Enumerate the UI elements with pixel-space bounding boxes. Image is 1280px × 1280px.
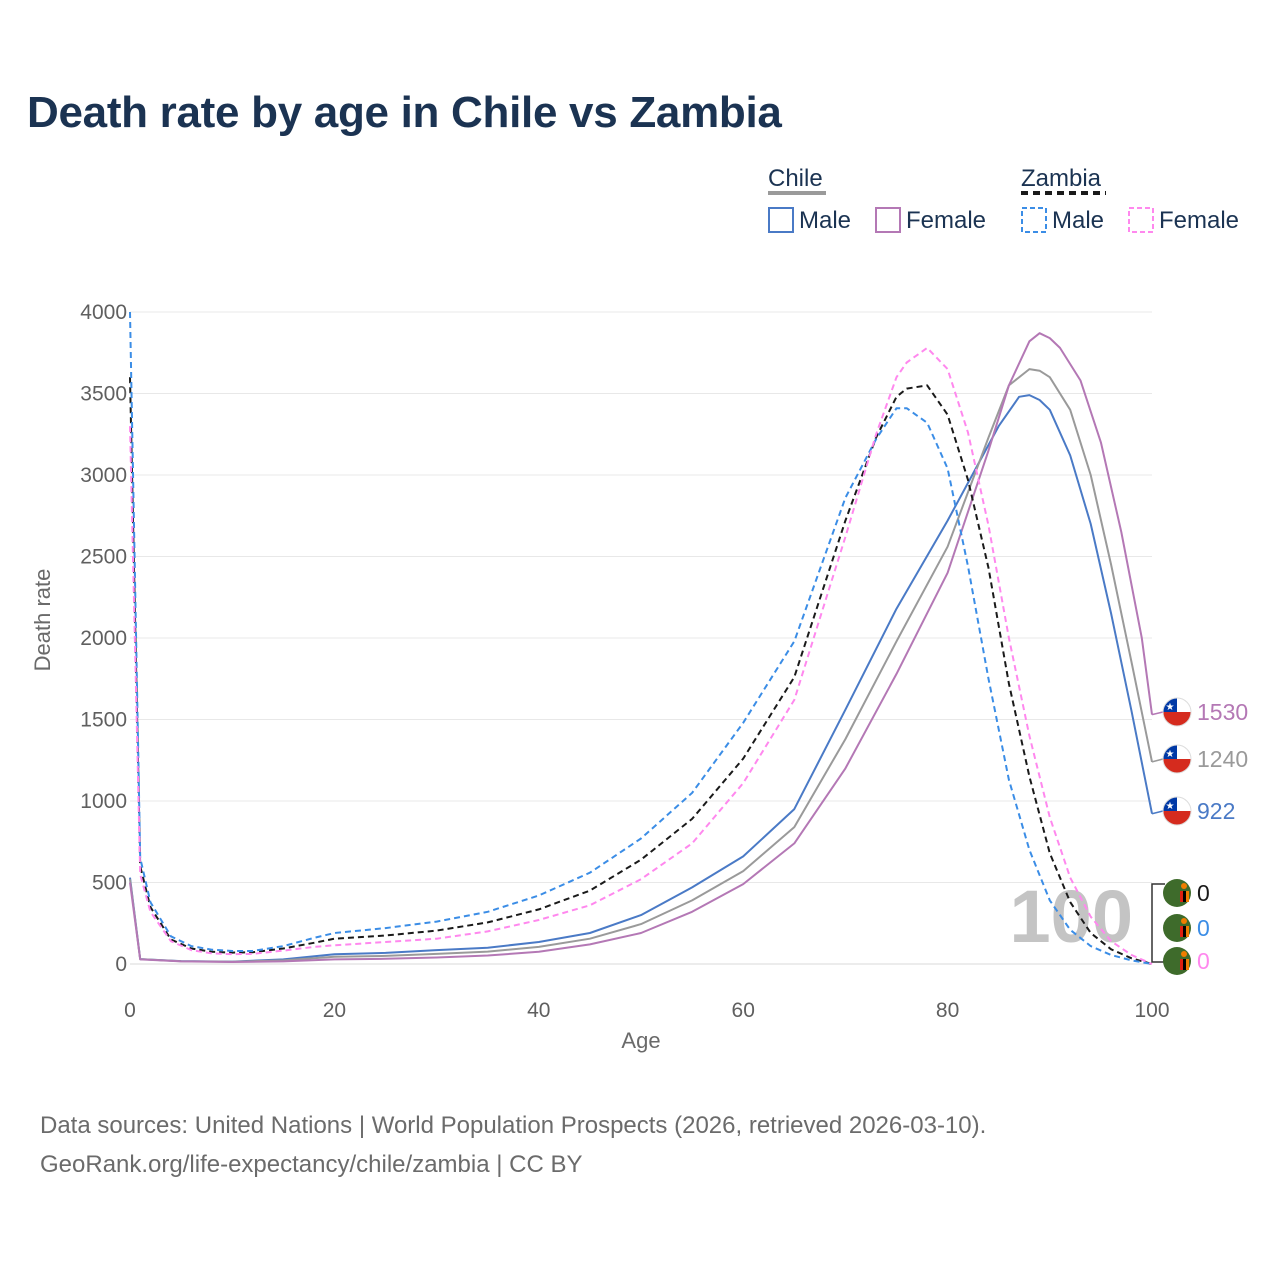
y-axis-ticks: 0 500 1000 1500 2000 2500 3000 3500 4000 bbox=[80, 301, 127, 976]
chile-flag-icon: ★ bbox=[1162, 744, 1192, 774]
end-label-value: 0 bbox=[1197, 948, 1210, 974]
age-indicator: 100 bbox=[1010, 875, 1133, 958]
chart-title: Death rate by age in Chile vs Zambia bbox=[27, 88, 782, 137]
y-tick-label: 2500 bbox=[80, 546, 127, 569]
chile-flag-icon: ★ bbox=[1162, 697, 1192, 727]
end-label-value: 1530 bbox=[1197, 699, 1248, 725]
y-tick-label: 3000 bbox=[80, 464, 127, 487]
x-tick-label: 0 bbox=[124, 999, 136, 1022]
x-axis-ticks: 0 20 40 60 80 100 bbox=[124, 999, 1169, 1022]
legend-swatch-zambia-male[interactable] bbox=[1021, 207, 1047, 233]
y-tick-label: 3500 bbox=[80, 383, 127, 406]
end-label-value: 922 bbox=[1197, 798, 1235, 824]
zambia-flag-icon bbox=[1163, 879, 1191, 907]
legend-group-zambia-title: Zambia bbox=[1021, 165, 1102, 192]
x-tick-label: 80 bbox=[936, 999, 959, 1022]
svg-text:★: ★ bbox=[1166, 749, 1175, 760]
zambia-label-bracket bbox=[1151, 883, 1165, 963]
legend-label-chile-male[interactable]: Male bbox=[799, 207, 851, 234]
end-label-leader bbox=[1151, 711, 1164, 716]
legend-swatch-chile-male[interactable] bbox=[768, 207, 794, 233]
chile-flag-icon: ★ bbox=[1162, 796, 1192, 826]
series-chile-female[interactable] bbox=[129, 332, 1153, 963]
series-zambia-female[interactable] bbox=[129, 346, 1153, 965]
gridlines bbox=[130, 311, 1152, 965]
legend-swatch-zambia-female[interactable] bbox=[1128, 207, 1154, 233]
svg-text:★: ★ bbox=[1166, 801, 1175, 812]
legend: Chile Zambia Male Female Male Female bbox=[768, 165, 1239, 234]
legend-group-chile-title: Chile bbox=[768, 165, 823, 192]
x-axis-title: Age bbox=[621, 1028, 660, 1053]
series-lines bbox=[129, 311, 1153, 965]
end-labels: ★ 922 ★ 1240 ★ 1530 0 0 0 bbox=[1151, 697, 1248, 975]
series-chile-male[interactable] bbox=[129, 394, 1153, 963]
y-tick-label: 500 bbox=[92, 872, 127, 895]
legend-label-zambia-female[interactable]: Female bbox=[1159, 207, 1239, 234]
y-tick-label: 1000 bbox=[80, 790, 127, 813]
y-tick-label: 4000 bbox=[80, 301, 127, 324]
footer-sources: Data sources: United Nations | World Pop… bbox=[40, 1112, 987, 1139]
y-tick-label: 2000 bbox=[80, 627, 127, 650]
y-tick-label: 1500 bbox=[80, 709, 127, 732]
svg-text:★: ★ bbox=[1166, 702, 1175, 713]
end-label-value: 0 bbox=[1197, 880, 1210, 906]
end-label-leader bbox=[1151, 810, 1164, 815]
zambia-flag-icon bbox=[1163, 914, 1191, 942]
legend-label-zambia-male[interactable]: Male bbox=[1052, 207, 1104, 234]
chart-svg: Chile Zambia Male Female Male Female 0 50… bbox=[30, 165, 1248, 1053]
series-chile-both[interactable] bbox=[129, 368, 1153, 963]
y-tick-label: 0 bbox=[115, 953, 127, 976]
end-label-leader bbox=[1151, 758, 1164, 763]
series-zambia-male[interactable] bbox=[129, 311, 1153, 965]
legend-label-chile-female[interactable]: Female bbox=[906, 207, 986, 234]
footer: Data sources: United Nations | World Pop… bbox=[40, 1106, 986, 1184]
end-label-value: 0 bbox=[1197, 915, 1210, 941]
x-tick-label: 60 bbox=[732, 999, 755, 1022]
zambia-flag-icon bbox=[1163, 947, 1191, 975]
end-label-value: 1240 bbox=[1197, 746, 1248, 772]
footer-link[interactable]: GeoRank.org/life-expectancy/chile/zambia… bbox=[40, 1151, 583, 1178]
legend-swatch-chile-female[interactable] bbox=[875, 207, 901, 233]
series-zambia-both[interactable] bbox=[129, 377, 1153, 965]
y-axis-title: Death rate bbox=[30, 569, 55, 672]
x-tick-label: 20 bbox=[323, 999, 346, 1022]
x-tick-label: 40 bbox=[527, 999, 550, 1022]
x-tick-label: 100 bbox=[1134, 999, 1169, 1022]
